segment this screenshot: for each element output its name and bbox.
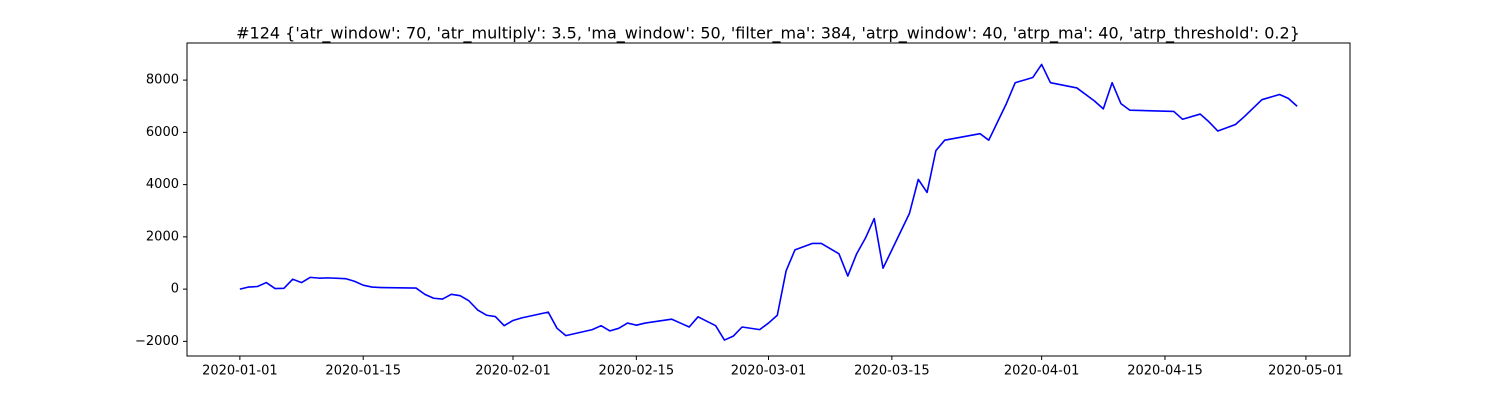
x-tick-label: 2020-02-15 <box>599 364 675 379</box>
x-tick-label: 2020-04-01 <box>1004 364 1080 379</box>
x-tick-label: 2020-01-15 <box>325 364 401 379</box>
y-tick-label: 6000 <box>146 125 179 140</box>
x-tick-label: 2020-04-15 <box>1127 364 1203 379</box>
y-tick-label: −2000 <box>135 334 179 349</box>
line-series <box>239 63 1298 341</box>
y-tick-label: 0 <box>171 282 179 297</box>
y-tick-label: 8000 <box>146 73 179 88</box>
y-tick-label: 2000 <box>146 229 179 244</box>
y-tick-label: 4000 <box>146 177 179 192</box>
x-tick-label: 2020-03-01 <box>731 364 807 379</box>
x-tick-label: 2020-05-01 <box>1268 364 1344 379</box>
x-tick-label: 2020-02-01 <box>475 364 551 379</box>
plot-frame <box>186 42 1351 357</box>
chart-title: #124 {'atr_window': 70, 'atr_multiply': … <box>236 24 1300 44</box>
x-tick-label: 2020-01-01 <box>202 364 278 379</box>
x-tick-label: 2020-03-15 <box>854 364 930 379</box>
